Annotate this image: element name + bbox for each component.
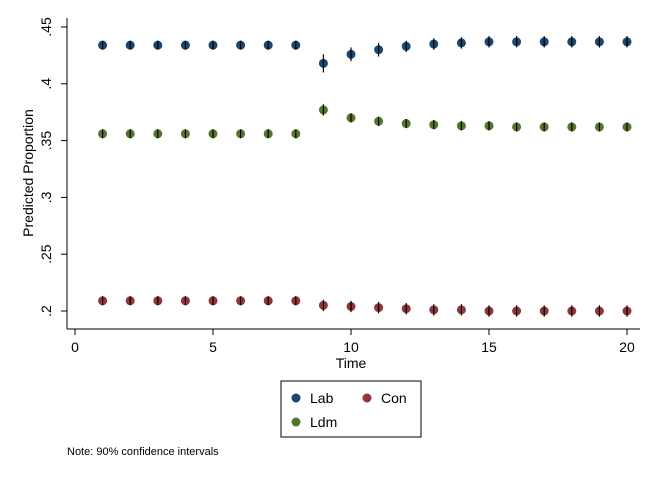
y-tick-label: .3: [38, 191, 54, 203]
series-lab: [98, 36, 632, 73]
y-tick-label: .2: [38, 305, 54, 317]
x-tick-label: 10: [343, 339, 359, 355]
x-tick-label: 0: [71, 339, 79, 355]
x-axis-title: Time: [336, 355, 367, 371]
y-tick-label: .45: [38, 17, 54, 37]
legend-marker-ldm: [291, 417, 301, 427]
legend-box: [280, 380, 422, 438]
series-con: [98, 296, 632, 317]
y-ticks: .2 .25 .3 .35 .4 .45: [38, 17, 67, 317]
y-axis-title: Predicted Proportion: [20, 109, 36, 237]
legend-marker-lab: [291, 393, 301, 403]
legend-label-lab: Lab: [310, 390, 334, 406]
x-ticks: 0 5 10 15 20: [71, 329, 635, 355]
legend: Lab Con Ldm: [280, 380, 422, 438]
legend-marker-con: [362, 393, 372, 403]
x-tick-label: 15: [481, 339, 497, 355]
y-tick-label: .25: [38, 244, 54, 264]
y-tick-label: .4: [38, 78, 54, 90]
chart-note: Note: 90% confidence intervals: [67, 446, 219, 458]
x-tick-label: 20: [619, 339, 635, 355]
y-tick-label: .35: [38, 131, 54, 151]
legend-label-con: Con: [381, 390, 407, 406]
legend-label-ldm: Ldm: [310, 414, 337, 430]
series-ldm: [98, 104, 632, 139]
plot-area: [66, 18, 640, 330]
marks: [98, 36, 632, 317]
x-tick-label: 5: [209, 339, 217, 355]
